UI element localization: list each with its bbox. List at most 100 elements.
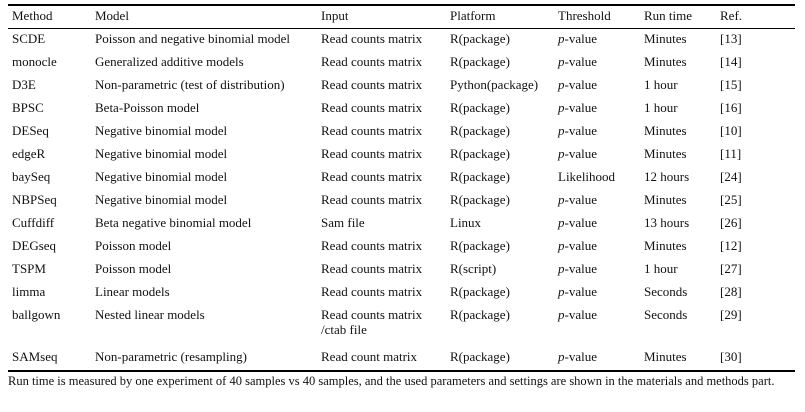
ref-cell: [27]	[720, 261, 742, 276]
ref-cell: [29]	[720, 307, 742, 322]
run-time-cell: Minutes	[644, 146, 687, 161]
table-row: NBPSeq Negative binomial model Read counts…	[8, 189, 795, 212]
method-cell: limma	[12, 284, 46, 299]
threshold-p: p	[558, 31, 565, 46]
model-cell: Generalized additive models	[95, 54, 244, 69]
ref-cell: [15]	[720, 77, 742, 92]
input-line: Read counts matrix	[321, 54, 423, 69]
threshold-p: p	[558, 192, 565, 207]
input-line: Read counts matrix	[321, 284, 423, 299]
threshold-p: p	[558, 307, 565, 322]
run-time-cell: 13 hours	[644, 215, 690, 230]
input-cell: Read counts matrix	[321, 51, 450, 74]
model-cell: Negative binomial model	[95, 146, 228, 161]
ref-cell: [11]	[720, 146, 742, 161]
ref-cell: [30]	[720, 349, 742, 364]
ref-cell: [24]	[720, 169, 742, 184]
run-time-cell: Minutes	[644, 192, 687, 207]
column-header-run-time: Run time	[644, 8, 693, 23]
model-cell: Non-parametric (test of distribution)	[95, 77, 285, 92]
platform-cell: R(package)	[450, 192, 510, 207]
threshold-cell: Likelihood	[558, 166, 644, 189]
run-time-cell: Seconds	[644, 284, 688, 299]
threshold-text: -value	[564, 192, 597, 207]
threshold-p: p	[558, 77, 565, 92]
method-cell: monocle	[12, 54, 57, 69]
method-cell: edgeR	[12, 146, 46, 161]
model-cell: Poisson model	[95, 238, 172, 253]
platform-cell: R(package)	[450, 284, 510, 299]
methods-table: Method Model Input Platform Threshold Ru…	[8, 5, 795, 369]
input-line: Read counts matrix	[321, 100, 423, 115]
run-time-cell: 1 hour	[644, 100, 678, 115]
input-line: Read counts matrix	[321, 192, 423, 207]
input-cell: Read counts matrix	[321, 97, 450, 120]
threshold-cell: p-value	[558, 304, 644, 346]
platform-cell: R(script)	[450, 261, 497, 276]
method-cell: Cuffdiff	[12, 215, 55, 230]
threshold-text: -value	[564, 146, 597, 161]
input-cell: Read counts matrix	[321, 189, 450, 212]
threshold-p: p	[558, 123, 565, 138]
method-cell: baySeq	[12, 169, 51, 184]
threshold-text: -value	[564, 284, 597, 299]
ref-cell: [16]	[720, 100, 742, 115]
input-line-continued: /ctab file	[321, 322, 367, 337]
run-time-cell: 1 hour	[644, 261, 678, 276]
ref-cell: [28]	[720, 284, 742, 299]
ref-cell: [14]	[720, 54, 742, 69]
model-cell: Non-parametric (resampling)	[95, 349, 247, 364]
threshold-text: Likelihood	[558, 169, 616, 184]
input-cell: Read count matrix	[321, 346, 450, 369]
threshold-p: p	[558, 146, 565, 161]
input-cell: Read counts matrix/ctab file	[321, 304, 450, 346]
table-row: D3E Non-parametric (test of distribution)…	[8, 74, 795, 97]
threshold-text: -value	[564, 215, 597, 230]
ref-cell: [25]	[720, 192, 742, 207]
model-cell: Poisson model	[95, 261, 172, 276]
model-cell: Beta-Poisson model	[95, 100, 200, 115]
table-row: TSPM Poisson model Read counts matrix R(scr…	[8, 258, 795, 281]
table-row: SAMseq Non-parametric (resampling) Read co…	[8, 346, 795, 369]
run-time-cell: Minutes	[644, 349, 687, 364]
table-top-rule	[8, 4, 795, 6]
threshold-cell: p-value	[558, 212, 644, 235]
method-cell: DEGseq	[12, 238, 57, 253]
threshold-text: -value	[564, 123, 597, 138]
input-cell: Read counts matrix	[321, 120, 450, 143]
column-header-model: Model	[95, 8, 129, 23]
platform-cell: Python(package)	[450, 77, 539, 92]
input-cell: Read counts matrix	[321, 74, 450, 97]
threshold-text: -value	[564, 54, 597, 69]
platform-cell: R(package)	[450, 238, 510, 253]
run-time-cell: Seconds	[644, 307, 688, 322]
column-header-threshold: Threshold	[558, 8, 611, 23]
table-body: SCDE Poisson and negative binomial model R…	[8, 28, 795, 369]
threshold-text: -value	[564, 238, 597, 253]
platform-cell: R(package)	[450, 349, 510, 364]
table-row: DEGseq Poisson model Read counts matrix R(p…	[8, 235, 795, 258]
model-cell: Negative binomial model	[95, 123, 228, 138]
method-cell: SCDE	[12, 31, 46, 46]
table-row: monocle Generalized additive models Read c…	[8, 51, 795, 74]
table-row: BPSC Beta-Poisson model Read counts matrix…	[8, 97, 795, 120]
platform-cell: R(package)	[450, 31, 510, 46]
threshold-text: -value	[564, 31, 597, 46]
run-time-cell: Minutes	[644, 123, 687, 138]
threshold-cell: p-value	[558, 189, 644, 212]
threshold-p: p	[558, 100, 565, 115]
method-cell: NBPSeq	[12, 192, 57, 207]
input-cell: Read counts matrix	[321, 235, 450, 258]
ref-cell: [13]	[720, 31, 742, 46]
run-time-cell: 12 hours	[644, 169, 690, 184]
threshold-text: -value	[564, 77, 597, 92]
table-row: ballgown Nested linear models Read counts …	[8, 304, 795, 346]
table-row: edgeR Negative binomial model Read counts …	[8, 143, 795, 166]
column-header-method: Method	[12, 8, 53, 23]
platform-cell: R(package)	[450, 146, 510, 161]
input-line: Sam file	[321, 215, 365, 230]
input-cell: Read counts matrix	[321, 258, 450, 281]
input-line: Read counts matrix	[321, 146, 423, 161]
table-row: DESeq Negative binomial model Read counts …	[8, 120, 795, 143]
model-cell: Negative binomial model	[95, 192, 228, 207]
